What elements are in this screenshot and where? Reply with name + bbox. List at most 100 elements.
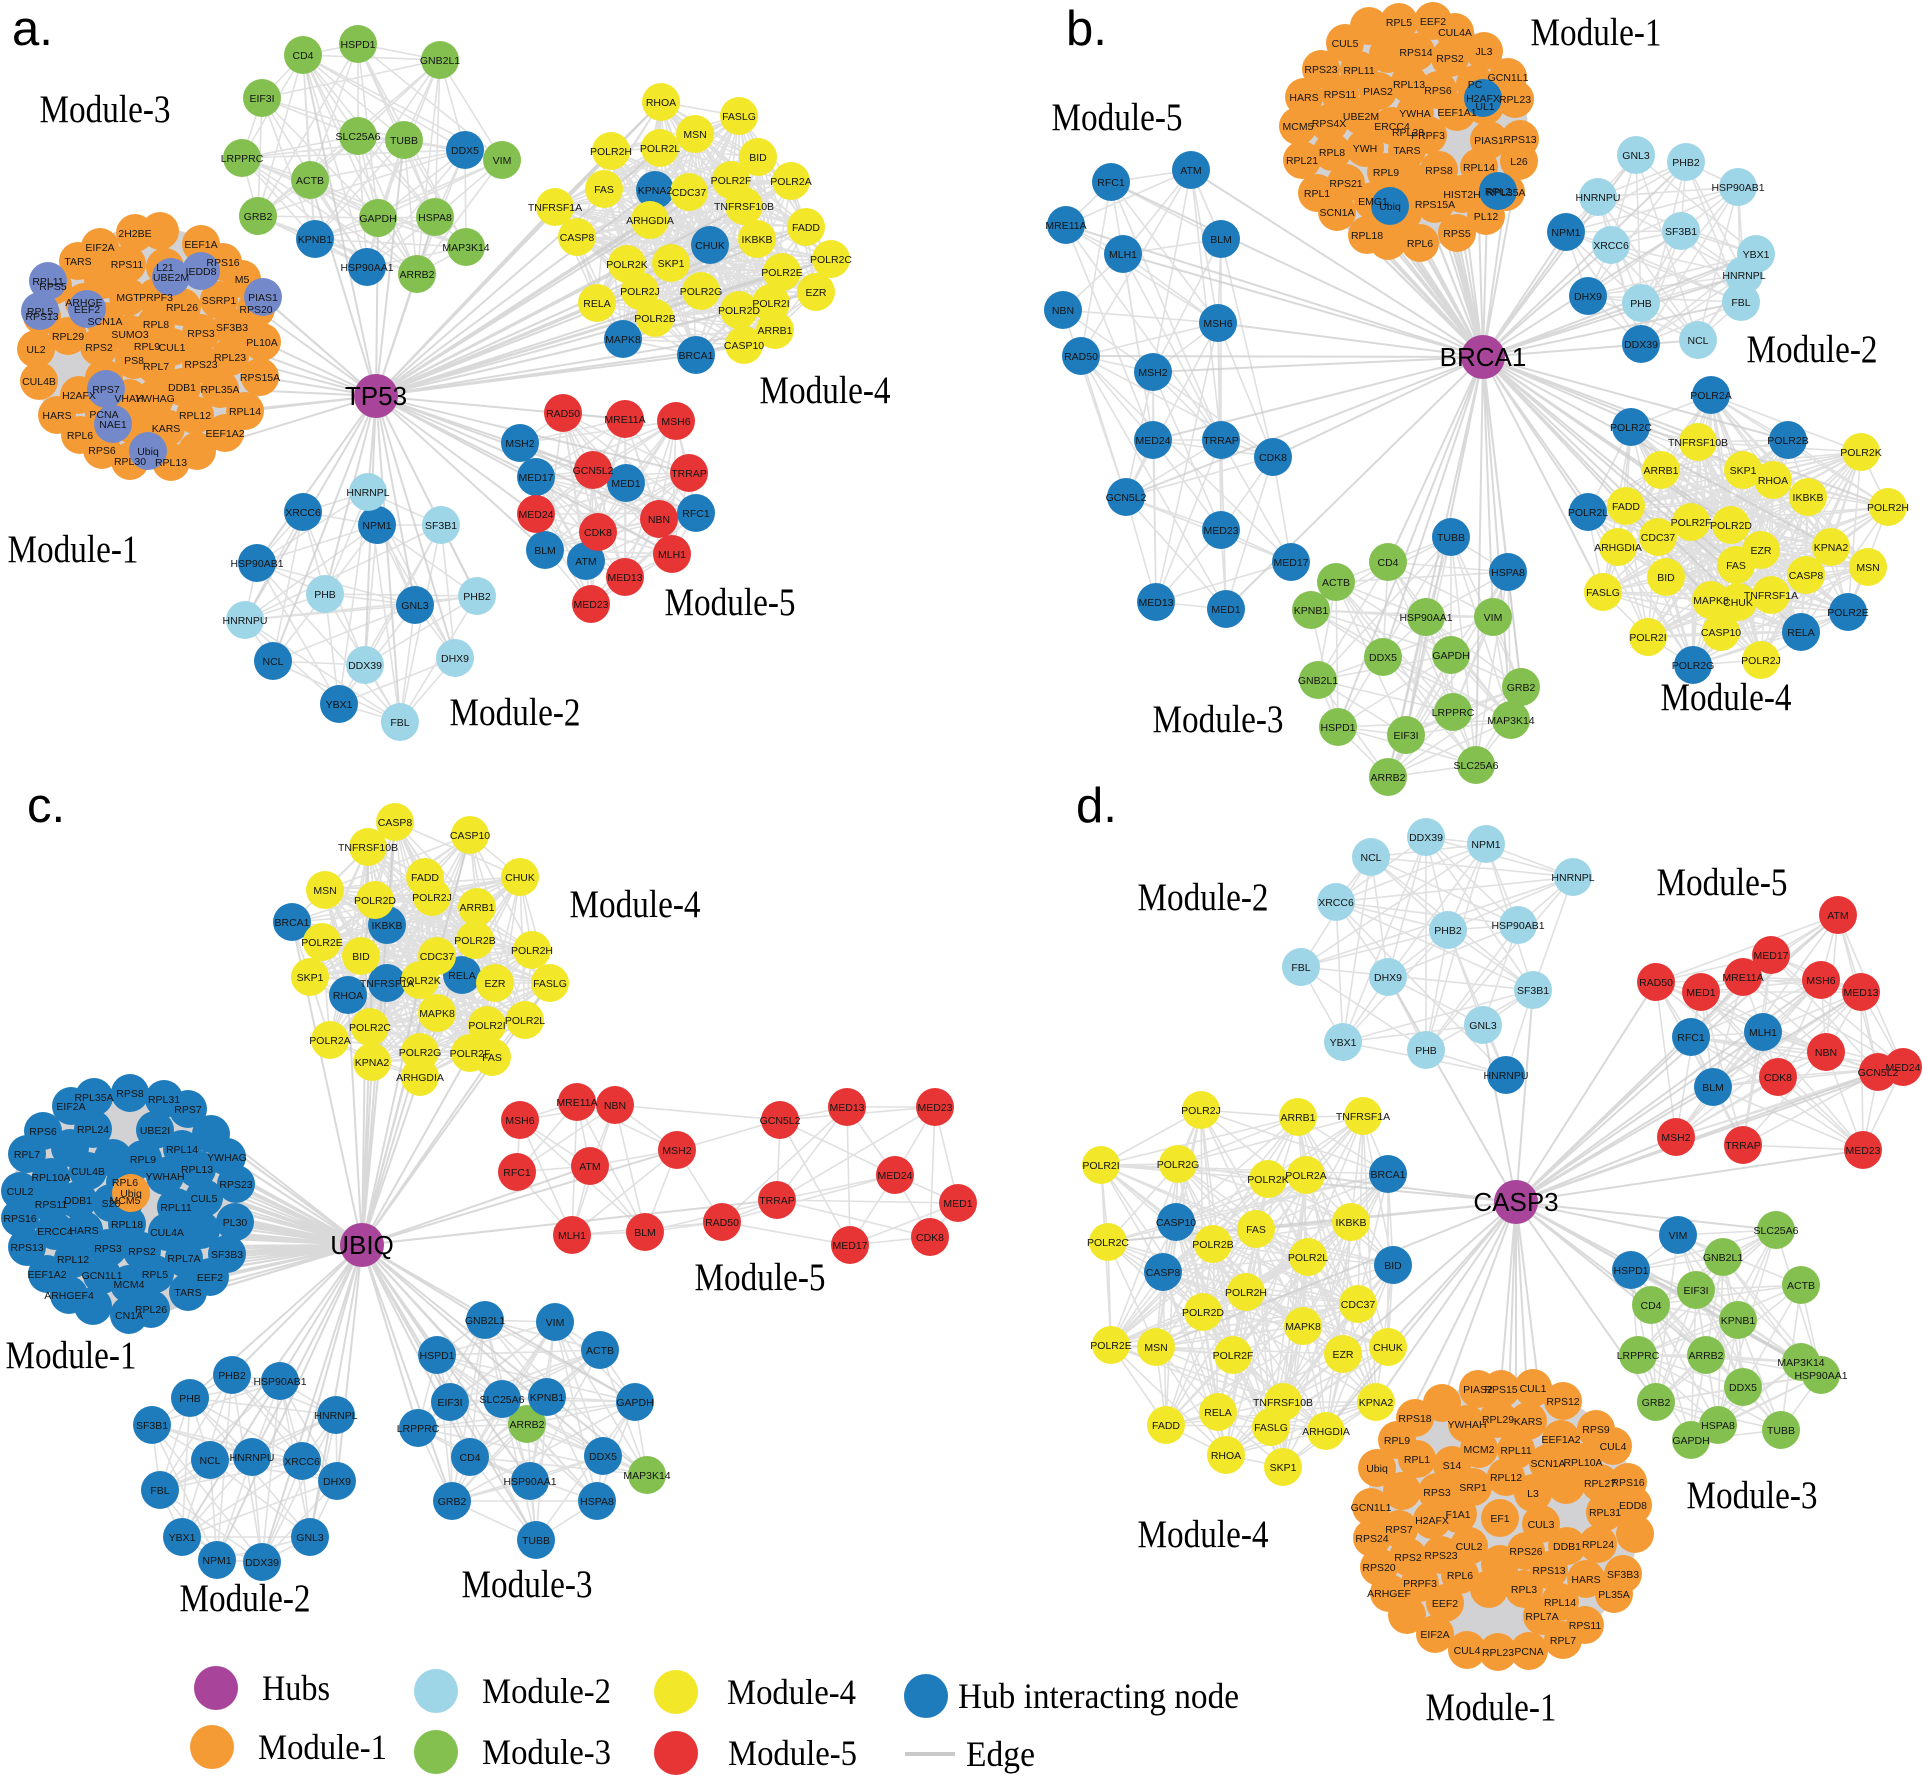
svg-text:Module-4: Module-4 [1138,1513,1269,1556]
svg-text:b.: b. [1066,2,1107,56]
svg-text:POLR2G: POLR2G [680,286,723,298]
svg-text:YWHAG: YWHAG [135,393,175,405]
svg-text:GRB2: GRB2 [1507,682,1536,694]
svg-text:RPS3: RPS3 [1423,1487,1451,1499]
svg-text:EZR: EZR [1751,545,1772,557]
svg-text:CUL4A: CUL4A [150,1227,184,1239]
svg-text:POLR2A: POLR2A [1690,390,1731,402]
svg-text:NPM1: NPM1 [202,1555,231,1567]
svg-text:GCN5L2: GCN5L2 [1858,1067,1899,1079]
svg-text:HSP90AB1: HSP90AB1 [230,558,283,570]
svg-text:POLR2L: POLR2L [1288,1252,1328,1264]
svg-text:CUL4: CUL4 [1600,1441,1627,1453]
svg-text:Module-1: Module-1 [1531,11,1662,54]
svg-text:MSN: MSN [683,129,706,141]
svg-text:EEF1A2: EEF1A2 [205,428,244,440]
svg-text:Ubiq: Ubiq [1366,1463,1388,1475]
svg-text:TNFRSF10B: TNFRSF10B [1253,1397,1313,1409]
svg-text:CHUK: CHUK [1373,1342,1403,1354]
svg-text:HNRNPU: HNRNPU [1576,192,1621,204]
svg-text:ARHGEF: ARHGEF [1367,1588,1411,1600]
svg-text:S26: S26 [102,1198,121,1210]
svg-text:H2AFX: H2AFX [1415,1515,1449,1527]
svg-text:POLR2F: POLR2F [711,175,752,187]
svg-text:CDK8: CDK8 [916,1232,944,1244]
svg-text:FBL: FBL [1291,962,1310,974]
svg-text:SLC25A6: SLC25A6 [1454,760,1499,772]
svg-text:PIAS1: PIAS1 [1474,135,1504,147]
svg-text:FASLG: FASLG [1586,587,1620,599]
svg-text:MED1: MED1 [611,478,640,490]
svg-text:RPL9: RPL9 [1384,1435,1410,1447]
svg-text:HNRNPL: HNRNPL [346,487,389,499]
svg-text:POLR2K: POLR2K [606,259,647,271]
svg-text:Module-2: Module-2 [1138,876,1269,919]
svg-text:CDC37: CDC37 [1341,1299,1376,1311]
svg-text:EZR: EZR [485,978,506,990]
svg-text:GCN5L2: GCN5L2 [573,465,614,477]
svg-text:POLR2E: POLR2E [301,937,342,949]
svg-text:RPS12: RPS12 [1546,1396,1579,1408]
svg-text:CUL4B: CUL4B [71,1166,105,1178]
svg-text:GCN1L1: GCN1L1 [82,1270,123,1282]
svg-text:POLR2I: POLR2I [752,298,789,310]
svg-text:MED13: MED13 [1138,597,1173,609]
svg-text:RPS13: RPS13 [1532,1565,1565,1577]
svg-text:Module-1: Module-1 [258,1727,387,1767]
svg-text:PHB: PHB [1415,1045,1437,1057]
svg-text:TNFRSF1A: TNFRSF1A [1336,1111,1390,1123]
svg-text:RELA: RELA [1787,627,1814,639]
svg-text:BID: BID [1657,572,1675,584]
svg-text:NCL: NCL [199,1455,220,1467]
svg-text:POLR2B: POLR2B [634,313,675,325]
svg-text:MED23: MED23 [573,599,608,611]
svg-text:GNB2L1: GNB2L1 [465,1315,505,1327]
svg-text:Module-3: Module-3 [482,1732,611,1772]
svg-text:MED24: MED24 [1885,1062,1920,1074]
svg-text:HSPA8: HSPA8 [418,212,452,224]
svg-text:L26: L26 [1510,156,1528,168]
svg-text:RPL10A: RPL10A [31,1172,70,1184]
svg-text:POLR2D: POLR2D [354,895,396,907]
svg-text:MSH6: MSH6 [1806,975,1835,987]
svg-text:CUL1: CUL1 [159,342,186,354]
svg-text:RPL28: RPL28 [1392,127,1424,139]
svg-text:FAS: FAS [594,184,614,196]
svg-text:POLR2H: POLR2H [590,146,632,158]
svg-text:PRPF3: PRPF3 [1411,130,1445,142]
svg-text:HSPD1: HSPD1 [340,39,375,51]
svg-text:MED1: MED1 [1686,987,1715,999]
svg-text:TRRAP: TRRAP [759,1195,795,1207]
svg-text:NBN: NBN [648,514,670,526]
svg-text:EEF1A: EEF1A [184,239,217,251]
svg-text:NBN: NBN [604,1100,626,1112]
svg-text:RPL6: RPL6 [112,1177,138,1189]
svg-text:POLR2C: POLR2C [1087,1237,1129,1249]
svg-text:MSH2: MSH2 [1138,367,1167,379]
svg-text:FADD: FADD [792,222,820,234]
svg-text:RPS13: RPS13 [25,311,58,323]
svg-text:RELA: RELA [583,298,610,310]
svg-text:DDX5: DDX5 [1729,1382,1757,1394]
svg-text:POLR2G: POLR2G [1157,1159,1200,1171]
svg-text:CDC37: CDC37 [672,187,707,199]
svg-text:GAPDH: GAPDH [359,213,396,225]
svg-text:DDX39: DDX39 [1624,339,1658,351]
svg-text:CD4: CD4 [1640,1300,1661,1312]
svg-text:CUL1: CUL1 [1520,1383,1547,1395]
svg-text:CDC37: CDC37 [420,951,455,963]
svg-text:RPL7: RPL7 [143,361,169,373]
svg-text:DDX39: DDX39 [245,1557,279,1569]
svg-text:RAD50: RAD50 [1639,977,1673,989]
svg-text:EIF3I: EIF3I [1683,1285,1708,1297]
svg-text:RPS20: RPS20 [1362,1562,1395,1574]
svg-text:ACTB: ACTB [1787,1280,1815,1292]
svg-text:RPS9: RPS9 [1582,1424,1610,1436]
svg-text:RPS8: RPS8 [116,1088,144,1100]
svg-text:NCL: NCL [1687,335,1708,347]
svg-text:RPS16: RPS16 [206,257,239,269]
svg-text:S14: S14 [1443,1460,1462,1472]
svg-text:SF3B1: SF3B1 [1665,226,1697,238]
svg-text:DDB1: DDB1 [64,1195,92,1207]
svg-text:KARS: KARS [152,423,181,435]
